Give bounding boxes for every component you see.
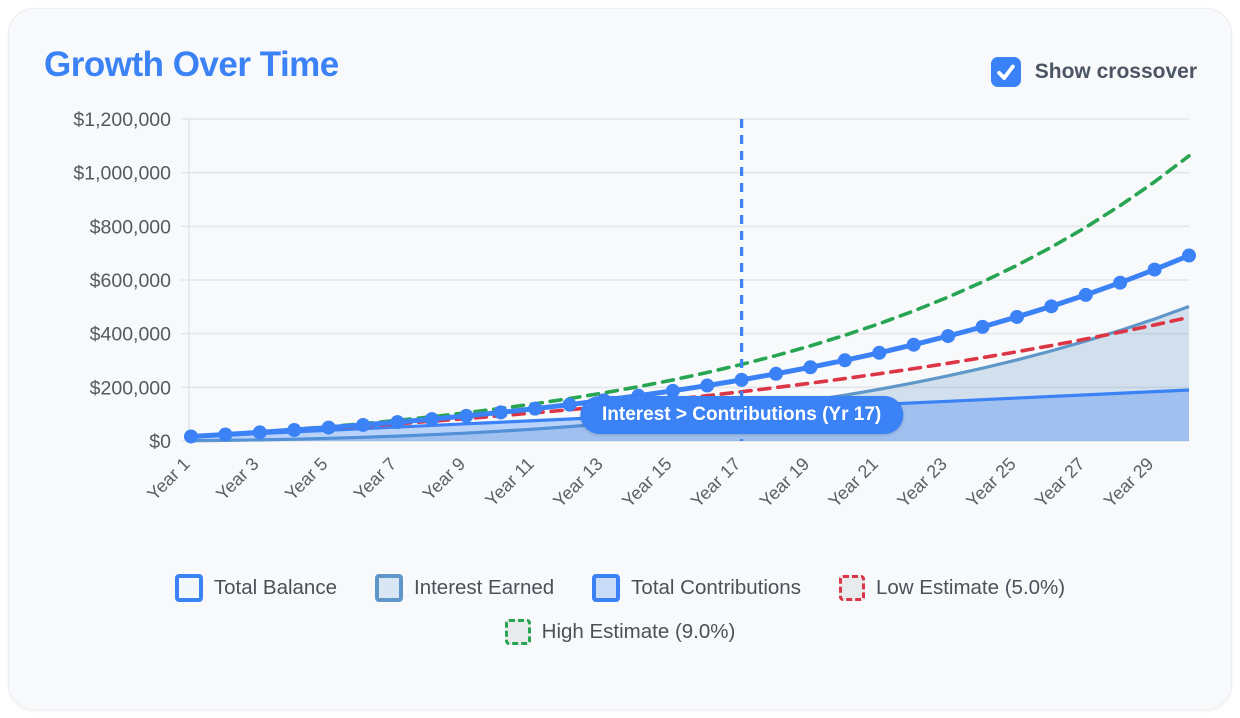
data-point	[1113, 275, 1128, 290]
data-point	[528, 401, 543, 416]
growth-chart-svg: $0 $200,000 $400,000 $600,000 $800,000 $1,000…	[73, 109, 1196, 512]
y-tick-label: $0	[149, 431, 171, 453]
page-title: Growth Over Time	[44, 45, 339, 84]
data-point	[356, 417, 371, 432]
legend-label: Total Balance	[213, 576, 337, 599]
x-tick-label: Year 11	[481, 454, 538, 511]
y-tick-label: $200,000	[90, 377, 171, 399]
data-point	[975, 319, 990, 334]
checkbox-checked-icon[interactable]	[990, 57, 1021, 87]
x-tick-label: Year 15	[618, 454, 676, 512]
legend-item-total-balance[interactable]: Total Balance	[174, 574, 337, 602]
y-tick-label: $400,000	[90, 324, 171, 346]
data-point	[218, 427, 233, 442]
data-point	[252, 425, 267, 440]
x-tick-label: Year 7	[350, 454, 400, 504]
legend-item-high-estimate-9-0[interactable]: High Estimate (9.0%)	[504, 619, 736, 645]
crossover-tooltip: Interest > Contributions (Yr 17)	[579, 396, 904, 434]
data-point	[1009, 309, 1024, 324]
data-point	[1182, 248, 1196, 263]
x-tick-label: Year 5	[281, 454, 331, 504]
x-tick-label: Year 17	[687, 454, 745, 512]
data-point	[769, 366, 784, 381]
x-tick-label: Year 25	[962, 454, 1020, 512]
x-tick-label: Year 13	[549, 454, 607, 512]
data-point	[459, 408, 474, 423]
legend-label: Low Estimate (5.0%)	[875, 576, 1066, 599]
legend-item-interest-earned[interactable]: Interest Earned	[375, 574, 554, 602]
x-tick-label: Year 23	[893, 454, 951, 512]
dashed-line-high-estimate-9-0	[189, 154, 1191, 439]
y-tick-label: $1,200,000	[73, 109, 171, 131]
legend-label: Interest Earned	[414, 576, 555, 599]
data-point	[700, 378, 715, 393]
data-point	[803, 360, 818, 375]
data-point	[390, 415, 405, 430]
data-point	[1078, 287, 1093, 302]
legend-swatch-interest-earned	[375, 574, 403, 602]
data-point	[1044, 299, 1059, 314]
data-point	[1147, 262, 1162, 277]
x-tick-label: Year 9	[419, 454, 469, 504]
legend-label: Total Contributions	[631, 576, 801, 599]
y-tick-label: $1,000,000	[73, 163, 171, 185]
data-point	[321, 420, 336, 435]
x-tick-label: Year 27	[1031, 454, 1089, 512]
x-tick-label: Year 29	[1100, 454, 1158, 512]
legend-item-total-contributions[interactable]: Total Contributions	[592, 574, 801, 602]
check-icon	[996, 64, 1015, 80]
data-point	[287, 423, 302, 438]
data-point	[493, 405, 508, 420]
series-high-estimate-9-0	[189, 154, 1191, 439]
legend-swatch-high-estimate-9-0	[504, 619, 531, 645]
data-point	[734, 372, 749, 387]
legend-item-low-estimate-5-0[interactable]: Low Estimate (5.0%)	[838, 574, 1066, 602]
y-tick-label: $600,000	[90, 270, 171, 292]
y-axis-labels: $0 $200,000 $400,000 $600,000 $800,000 $1,000…	[73, 109, 171, 453]
legend-swatch-total-contributions	[592, 574, 621, 602]
legend-label: High Estimate (9.0%)	[541, 620, 736, 643]
legend-swatch-low-estimate-5-0	[838, 575, 865, 601]
data-point	[837, 353, 852, 368]
chart-legend: Total Balance Interest Earned Total Contri…	[60, 574, 1180, 645]
data-point	[906, 337, 921, 352]
data-point	[872, 345, 887, 360]
show-crossover-toggle[interactable]: Show crossover	[990, 57, 1197, 87]
x-tick-label: Year 1	[143, 454, 193, 504]
data-point	[184, 429, 198, 444]
show-crossover-label: Show crossover	[1034, 60, 1197, 83]
x-tick-label: Year 3	[212, 454, 262, 504]
x-axis-labels: Year 1 Year 3 Year 5 Year 7 Year 9 Year 11 Yea…	[143, 454, 1157, 512]
growth-chart-card: Growth Over Time Show crossover $0 $200,0…	[8, 8, 1232, 710]
data-point	[424, 412, 439, 427]
x-tick-label: Year 19	[756, 454, 814, 512]
data-point	[562, 397, 577, 412]
gridlines	[181, 118, 1189, 442]
x-tick-label: Year 21	[825, 454, 883, 512]
y-tick-label: $800,000	[90, 216, 171, 238]
legend-swatch-total-balance	[174, 574, 203, 602]
data-point	[941, 329, 956, 344]
